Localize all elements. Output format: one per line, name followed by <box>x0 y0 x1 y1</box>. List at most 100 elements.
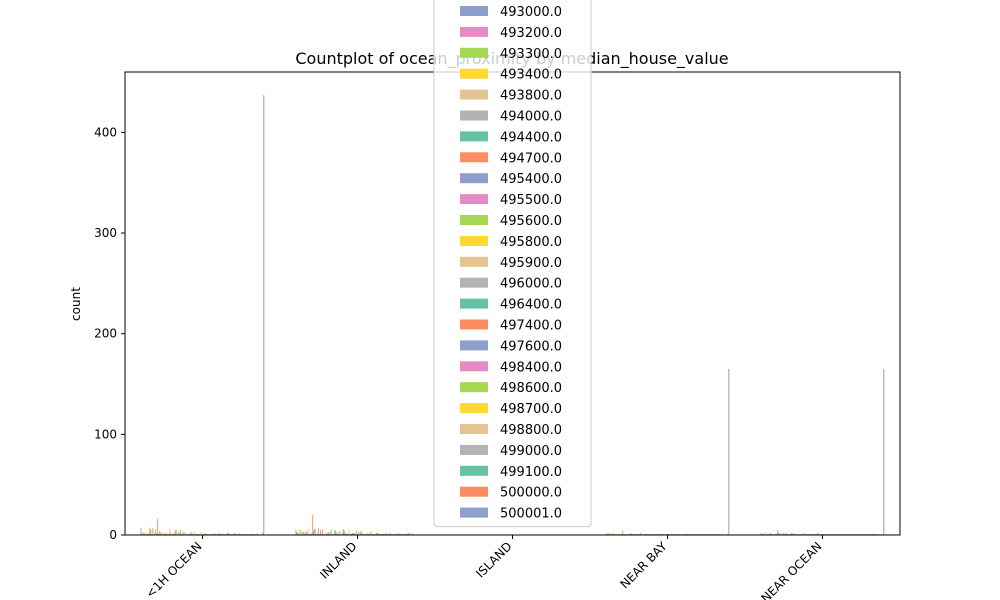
minor-bar <box>825 533 827 535</box>
legend-swatch <box>460 110 488 121</box>
minor-bar <box>184 533 186 535</box>
minor-bar <box>232 533 234 535</box>
minor-bar <box>404 533 406 535</box>
minor-bar <box>360 530 362 535</box>
minor-bar <box>675 533 677 535</box>
minor-bar <box>622 530 624 535</box>
minor-bar <box>708 533 710 535</box>
legend-label: 494000.0 <box>500 110 562 125</box>
minor-bar <box>625 533 627 535</box>
minor-bar <box>819 533 821 535</box>
minor-bar <box>799 533 801 535</box>
minor-bar <box>206 533 208 535</box>
minor-bar <box>317 531 319 535</box>
minor-bar <box>212 533 214 535</box>
minor-bar <box>311 533 313 535</box>
minor-bar <box>256 532 258 535</box>
minor-bar <box>236 533 238 535</box>
legend-label: 498400.0 <box>500 360 562 375</box>
minor-bar <box>303 531 305 535</box>
minor-bar <box>789 533 790 535</box>
minor-bar <box>856 533 858 535</box>
minor-bar <box>325 531 326 535</box>
minor-bar <box>683 533 685 535</box>
minor-bar <box>399 533 401 535</box>
minor-bar <box>156 532 158 535</box>
legend-swatch <box>460 6 488 16</box>
minor-bar <box>782 533 784 535</box>
minor-bar <box>228 532 229 535</box>
minor-bar <box>823 533 825 535</box>
minor-bar <box>626 533 628 535</box>
minor-bar <box>344 532 346 535</box>
minor-bar <box>316 533 318 535</box>
minor-bar <box>337 532 339 535</box>
legend-swatch <box>460 465 488 476</box>
legend-swatch <box>460 47 488 58</box>
minor-bar <box>352 532 354 535</box>
minor-bar <box>696 533 698 535</box>
minor-bar <box>246 533 248 535</box>
minor-bar <box>611 533 613 535</box>
minor-bar <box>349 533 351 535</box>
bar-500000.0-NEAR OCEAN <box>882 533 884 535</box>
legend-swatch <box>460 361 488 372</box>
minor-bar <box>846 533 847 535</box>
minor-bar <box>237 533 239 535</box>
minor-bar <box>181 533 183 535</box>
minor-bar <box>342 528 344 535</box>
legend-label: 499100.0 <box>500 465 562 480</box>
minor-bar <box>252 533 254 535</box>
minor-bar <box>171 533 173 535</box>
minor-bar <box>762 533 764 535</box>
minor-bar <box>395 532 397 535</box>
minor-bar <box>650 533 652 535</box>
minor-bar <box>796 533 798 535</box>
minor-bar <box>870 533 872 535</box>
legend-label: 493300.0 <box>500 47 562 62</box>
minor-bar <box>175 529 177 535</box>
minor-bar <box>636 533 638 535</box>
minor-bar <box>182 531 184 535</box>
minor-bar <box>397 532 399 535</box>
minor-bar <box>652 533 654 535</box>
minor-bar <box>689 533 690 535</box>
minor-bar <box>832 533 834 535</box>
minor-bar <box>312 514 314 535</box>
bar-500001.0-<1H OCEAN <box>263 95 265 536</box>
minor-bar <box>322 528 323 535</box>
minor-bar <box>162 532 164 535</box>
minor-bar <box>824 533 826 535</box>
minor-bar <box>814 533 816 535</box>
bar-500000.0-<1H OCEAN <box>262 532 264 535</box>
minor-bar <box>643 533 645 535</box>
minor-bar <box>617 533 619 535</box>
legend-swatch <box>460 403 488 414</box>
minor-bar <box>629 533 630 535</box>
minor-bar <box>195 533 197 535</box>
minor-bar <box>655 533 657 535</box>
minor-bar <box>358 531 360 535</box>
minor-bar <box>627 533 629 535</box>
minor-bar <box>763 533 765 535</box>
minor-bar <box>855 533 857 535</box>
minor-bar <box>142 531 144 535</box>
minor-bar <box>635 533 636 535</box>
legend-swatch <box>460 507 488 518</box>
minor-bar <box>296 531 298 535</box>
minor-bar <box>146 533 148 535</box>
minor-bar <box>854 533 856 535</box>
minor-bar <box>243 533 245 535</box>
minor-bar <box>164 533 165 535</box>
minor-bar <box>364 533 366 535</box>
minor-bar <box>186 533 188 535</box>
minor-bar <box>374 533 376 535</box>
bar-500001.0-NEAR BAY <box>728 368 730 535</box>
minor-bar <box>691 533 692 535</box>
minor-bar <box>211 533 213 535</box>
minor-bar <box>194 533 196 535</box>
minor-bar <box>328 533 330 535</box>
y-axis-label: count <box>69 287 83 321</box>
minor-bar <box>798 533 800 535</box>
minor-bar <box>701 533 703 535</box>
